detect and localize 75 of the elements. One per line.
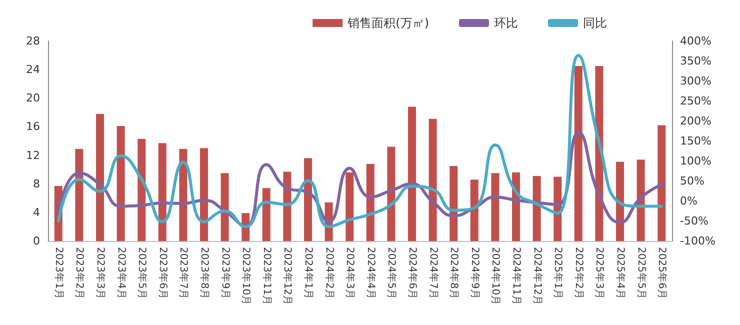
x-tick-label: 2025年3月 bbox=[594, 247, 606, 299]
bar bbox=[220, 173, 229, 241]
bar bbox=[366, 164, 374, 241]
y2-tick-label: 400% bbox=[680, 34, 712, 48]
y2-tick-label: 150% bbox=[680, 134, 712, 148]
x-tick-label: 2025年1月 bbox=[552, 247, 564, 299]
bar bbox=[658, 125, 666, 241]
y2-tick-label: 250% bbox=[680, 94, 712, 108]
bar bbox=[491, 173, 500, 241]
bar bbox=[138, 138, 146, 241]
x-tick-label: 2024年12月 bbox=[531, 247, 544, 306]
x-tick-label: 2023年5月 bbox=[136, 247, 148, 299]
bar bbox=[574, 66, 582, 241]
x-tick-label: 2023年8月 bbox=[198, 247, 210, 299]
legend-label: 销售面积(万㎡) bbox=[346, 16, 430, 30]
y-tick-label: 0 bbox=[33, 234, 40, 248]
bar bbox=[200, 148, 208, 241]
x-tick-label: 2024年9月 bbox=[468, 247, 481, 299]
x-tick-label: 2024年1月 bbox=[302, 247, 314, 299]
y2-tick-label: 0% bbox=[680, 194, 698, 208]
bar bbox=[75, 148, 84, 241]
y2-tick-label: 350% bbox=[680, 54, 712, 68]
x-tick-label: 2023年9月 bbox=[219, 247, 232, 299]
x-tick-label: 2023年2月 bbox=[74, 247, 86, 299]
y-tick-label: 20 bbox=[26, 92, 40, 105]
bar bbox=[616, 162, 624, 241]
bar bbox=[96, 114, 104, 241]
x-tick-label: 2023年6月 bbox=[156, 247, 169, 299]
y2-tick-label: 200% bbox=[680, 114, 712, 128]
bar bbox=[158, 143, 166, 241]
bar bbox=[116, 126, 125, 241]
x-tick-label: 2023年10月 bbox=[240, 247, 252, 306]
x-tick-label: 2024年6月 bbox=[406, 247, 418, 299]
x-tick-label: 2025年6月 bbox=[656, 247, 668, 299]
bar bbox=[450, 166, 458, 241]
bar bbox=[408, 106, 416, 241]
x-tick-label: 2025年5月 bbox=[635, 247, 648, 299]
y-tick-label: 16 bbox=[26, 120, 40, 134]
x-tick-label: 2024年4月 bbox=[364, 247, 377, 299]
line-series bbox=[56, 54, 664, 228]
x-tick-label: 2024年10月 bbox=[490, 247, 502, 306]
y-tick-label: 24 bbox=[26, 63, 40, 76]
x-tick-label: 2024年3月 bbox=[344, 247, 356, 299]
bar bbox=[428, 118, 437, 241]
x-tick-label: 2023年4月 bbox=[115, 247, 128, 299]
legend-label: 同比 bbox=[583, 16, 607, 30]
x-tick-label: 2023年12月 bbox=[282, 247, 294, 306]
y-tick-label: 28 bbox=[26, 34, 40, 48]
y2-tick-label: 300% bbox=[680, 74, 712, 88]
bar bbox=[262, 188, 270, 241]
x-tick-label: 2024年8月 bbox=[448, 247, 460, 299]
y2-tick-label: 100% bbox=[680, 154, 712, 168]
y2-tick-label: -100% bbox=[680, 234, 716, 248]
bar bbox=[470, 180, 478, 241]
x-tick-label: 2024年5月 bbox=[386, 247, 398, 299]
y-tick-label: 8 bbox=[33, 177, 40, 190]
x-tick-label: 2025年4月 bbox=[614, 247, 626, 299]
x-tick-label: 2025年2月 bbox=[572, 247, 585, 299]
x-tick-label: 2023年1月 bbox=[52, 247, 65, 299]
x-tick-label: 2024年2月 bbox=[323, 247, 336, 299]
legend-label: 环比 bbox=[494, 16, 518, 30]
y2-tick-label: -50% bbox=[680, 214, 708, 228]
x-tick-label: 2023年11月 bbox=[260, 247, 273, 306]
x-tick-label: 2023年7月 bbox=[178, 247, 190, 299]
bar bbox=[179, 148, 188, 241]
y-tick-label: 12 bbox=[26, 148, 40, 162]
x-tick-label: 2023年3月 bbox=[94, 247, 106, 299]
x-tick-label: 2024年7月 bbox=[427, 247, 440, 299]
y-tick-label: 4 bbox=[33, 206, 40, 219]
bar bbox=[346, 172, 354, 241]
y2-tick-label: 50% bbox=[680, 174, 704, 188]
bar bbox=[387, 146, 396, 241]
bar bbox=[304, 158, 312, 241]
bar bbox=[532, 176, 541, 241]
x-tick-label: 2024年11月 bbox=[510, 247, 522, 306]
